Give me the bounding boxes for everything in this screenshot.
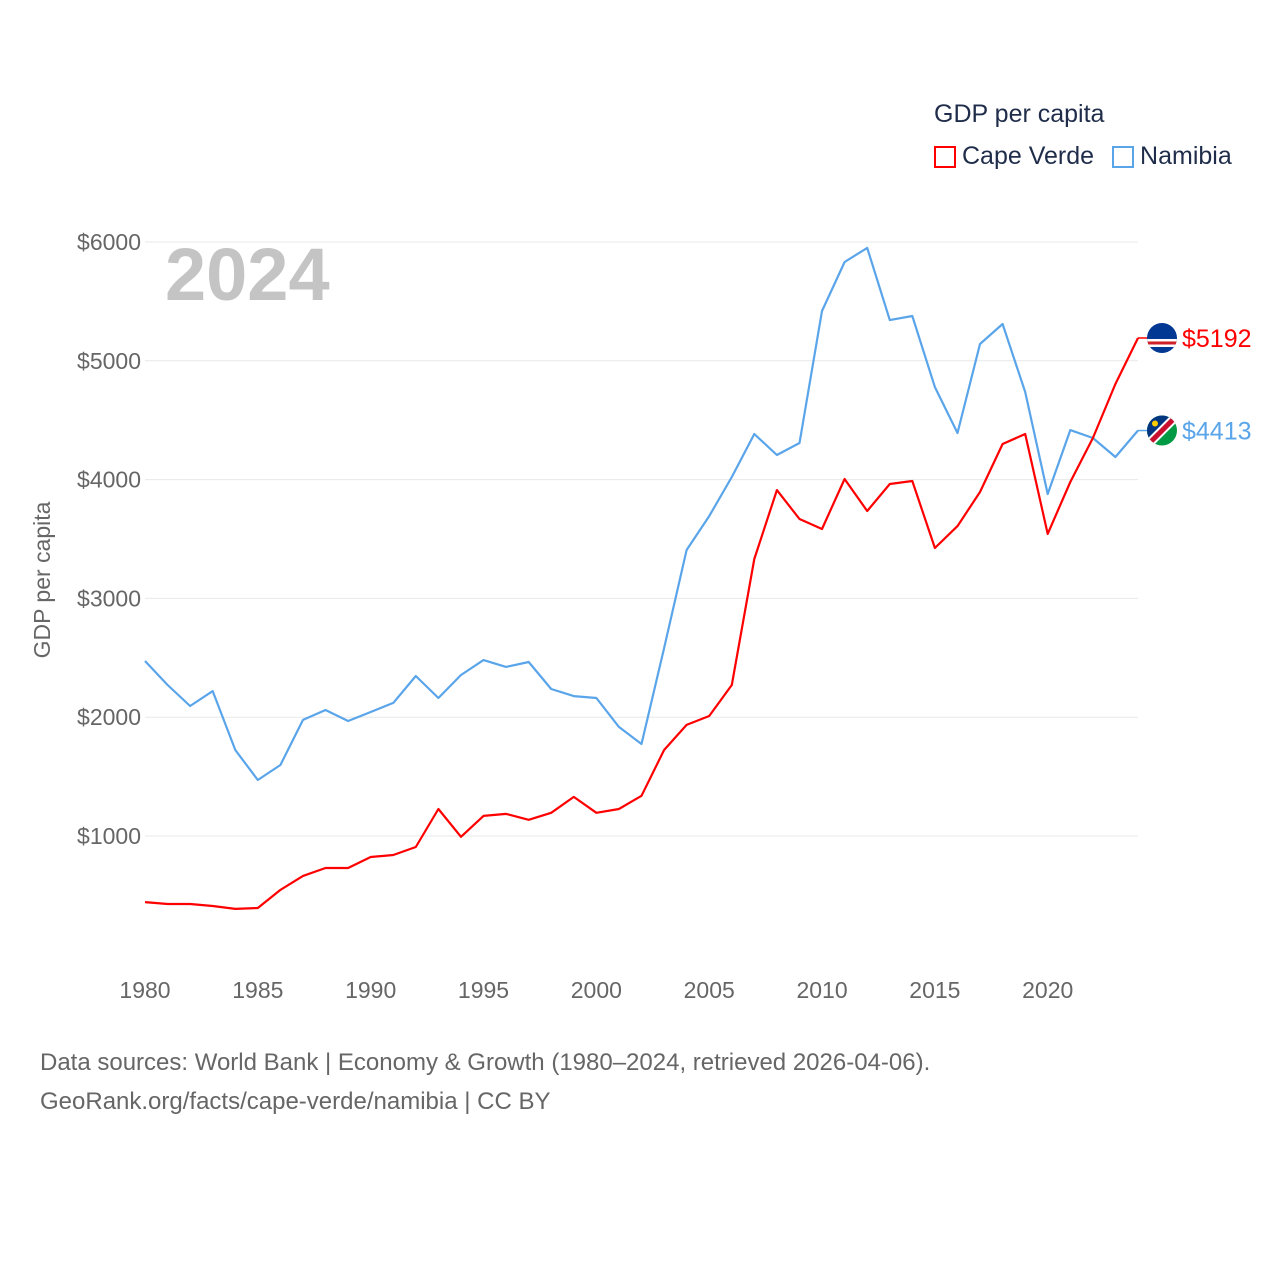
legend-title: GDP per capita bbox=[934, 100, 1105, 128]
footer: Data sources: World Bank | Economy & Gro… bbox=[40, 1043, 930, 1121]
x-tick-label: 2010 bbox=[796, 977, 847, 1003]
series-line-cape-verde bbox=[144, 337, 1139, 911]
cape-verde-flag-icon bbox=[1147, 322, 1177, 353]
legend-swatch-cape-verde bbox=[934, 145, 956, 168]
y-axis-label: GDP per capita bbox=[29, 501, 55, 658]
source-link[interactable]: GeoRank.org/facts/cape-verde/namibia | C… bbox=[40, 1088, 551, 1115]
x-tick-label: 2000 bbox=[571, 977, 622, 1003]
legend-label: Cape Verde bbox=[962, 142, 1095, 170]
grid bbox=[145, 241, 1138, 837]
legend-item-namibia[interactable]: Namibia bbox=[1112, 142, 1232, 171]
year-watermark: 2024 bbox=[165, 233, 330, 316]
legend-swatch-namibia bbox=[1112, 145, 1135, 168]
end-value-label: $5192 bbox=[1182, 325, 1252, 353]
y-tick-label: $5000 bbox=[77, 348, 141, 374]
legend-label: Namibia bbox=[1140, 142, 1232, 170]
legend-item-cape-verde[interactable]: Cape Verde bbox=[934, 142, 1094, 171]
y-tick-label: $4000 bbox=[77, 467, 141, 493]
x-tick-label: 2015 bbox=[909, 977, 960, 1003]
namibia-flag-icon bbox=[1147, 415, 1177, 446]
x-tick-label: 1985 bbox=[232, 977, 283, 1003]
x-tick-label: 1980 bbox=[119, 977, 170, 1003]
legend: Cape Verde Namibia bbox=[934, 142, 1232, 171]
x-tick-label: 1990 bbox=[345, 977, 396, 1003]
x-tick-label: 1995 bbox=[458, 977, 509, 1003]
y-tick-label: $2000 bbox=[77, 704, 141, 730]
x-tick-label: 2005 bbox=[684, 977, 735, 1003]
end-value-label: $4413 bbox=[1182, 418, 1252, 446]
y-tick-label: $1000 bbox=[77, 823, 141, 849]
data-sources: Data sources: World Bank | Economy & Gro… bbox=[40, 1049, 931, 1076]
y-tick-label: $3000 bbox=[77, 585, 141, 611]
series-line-namibia bbox=[144, 246, 1139, 782]
y-tick-label: $6000 bbox=[77, 229, 141, 255]
x-tick-label: 2020 bbox=[1022, 977, 1073, 1003]
